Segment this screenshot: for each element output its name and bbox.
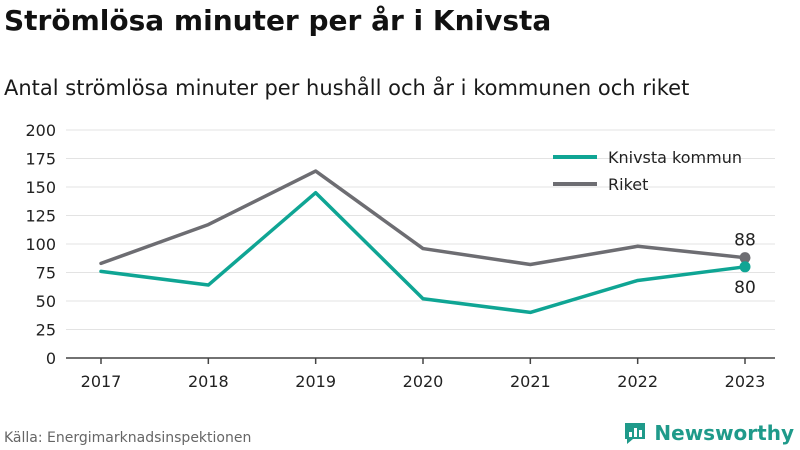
x-tick-label: 2018 <box>188 372 229 391</box>
brand-label: Newsworthy <box>654 421 794 445</box>
y-tick-label: 0 <box>46 349 56 368</box>
source-note: Källa: Energimarknadsinspektionen <box>4 430 252 446</box>
x-tick-label: 2019 <box>295 372 336 391</box>
legend-label-knivsta: Knivsta kommun <box>608 148 742 167</box>
x-tick-label: 2017 <box>81 372 122 391</box>
series-layer: 88 80 <box>99 169 756 315</box>
legend: Knivsta kommun Riket <box>553 148 742 194</box>
chart-title: Strömlösa minuter per år i Knivsta <box>4 4 552 37</box>
chart-subtitle: Antal strömlösa minuter per hushåll och … <box>4 76 690 100</box>
y-tick-label: 100 <box>25 235 56 254</box>
line-chart: 0 25 50 75 100 125 150 175 200 2017 2018 2019 2020 20… <box>25 121 775 391</box>
newsworthy-logo-icon <box>625 423 646 444</box>
y-tick-label: 175 <box>25 150 56 169</box>
y-tick-label: 75 <box>36 264 56 283</box>
grid-layer <box>66 129 775 359</box>
series-line-riket <box>99 169 747 267</box>
data-label-knivsta: 80 <box>734 278 756 298</box>
end-point-riket <box>739 252 751 264</box>
x-tick-label: 2020 <box>403 372 444 391</box>
x-tick-label: 2021 <box>510 372 551 391</box>
legend-label-riket: Riket <box>608 175 648 194</box>
y-tick-label: 50 <box>36 292 56 311</box>
brand[interactable]: Newsworthy <box>622 420 794 446</box>
y-tick-label: 25 <box>36 321 56 340</box>
data-label-riket: 88 <box>734 231 756 251</box>
axis-layer: 0 25 50 75 100 125 150 175 200 2017 2018 2019 2020 20… <box>25 121 765 391</box>
end-point-knivsta <box>739 261 751 273</box>
x-tick-label: 2022 <box>617 372 658 391</box>
series-line-knivsta <box>99 190 747 315</box>
y-tick-label: 200 <box>25 121 56 140</box>
y-tick-label: 150 <box>25 178 56 197</box>
y-tick-label: 125 <box>25 207 56 226</box>
x-tick-label: 2023 <box>725 372 766 391</box>
